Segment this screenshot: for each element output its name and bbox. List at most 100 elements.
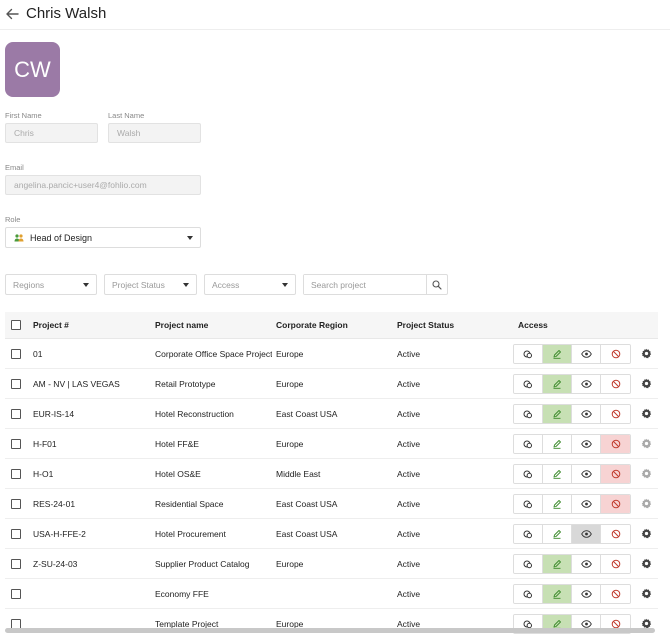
project-name: Residential Space [155, 498, 224, 509]
edit-access-button[interactable] [543, 465, 572, 483]
project-status-filter[interactable]: Project Status [104, 274, 197, 295]
access-toggle-group [513, 434, 631, 454]
copy-access-button[interactable] [514, 345, 543, 363]
edit-access-button[interactable] [543, 495, 572, 513]
back-arrow-icon[interactable] [4, 6, 20, 22]
view-access-button[interactable] [572, 585, 601, 603]
horizontal-scrollbar[interactable] [5, 628, 655, 633]
last-name-field[interactable]: Walsh [108, 123, 201, 143]
no-access-button[interactable] [601, 345, 630, 363]
edit-access-button[interactable] [543, 345, 572, 363]
project-number: 01 [33, 348, 43, 359]
gear-icon[interactable] [641, 378, 652, 389]
column-header-project-number[interactable]: Project # [33, 320, 69, 330]
project-name: Hotel OS&E [155, 468, 201, 479]
copy-access-button[interactable] [514, 525, 543, 543]
block-icon [611, 349, 620, 359]
copy-icon [523, 470, 533, 479]
select-all-checkbox[interactable] [11, 320, 21, 330]
chevron-down-icon [282, 283, 288, 287]
corporate-region: Middle East [276, 468, 321, 479]
row-checkbox[interactable] [11, 438, 21, 449]
corporate-region [276, 579, 394, 608]
gear-icon[interactable] [641, 618, 652, 629]
access-filter[interactable]: Access [204, 274, 296, 295]
corporate-region: East Coast USA [276, 528, 338, 539]
edit-access-button[interactable] [543, 525, 572, 543]
edit-access-button[interactable] [543, 555, 572, 573]
copy-access-button[interactable] [514, 495, 543, 513]
view-access-button[interactable] [572, 465, 601, 483]
row-checkbox[interactable] [11, 408, 21, 419]
no-access-button[interactable] [601, 495, 630, 513]
column-header-corporate-region[interactable]: Corporate Region [276, 320, 348, 330]
column-header-project-name[interactable]: Project name [155, 320, 209, 330]
view-access-button[interactable] [572, 405, 601, 423]
block-icon [611, 379, 620, 389]
view-access-button[interactable] [572, 345, 601, 363]
edit-access-button[interactable] [543, 585, 572, 603]
access-toggle-group [513, 374, 631, 394]
corporate-region: Europe [276, 378, 304, 389]
corporate-region: Europe [276, 438, 304, 449]
role-label: Role [5, 215, 21, 224]
edit-access-button[interactable] [543, 435, 572, 453]
row-checkbox[interactable] [11, 528, 21, 539]
row-checkbox[interactable] [11, 468, 21, 479]
pencil-icon [553, 560, 561, 569]
view-access-button[interactable] [572, 375, 601, 393]
copy-access-button[interactable] [514, 375, 543, 393]
row-checkbox[interactable] [11, 378, 21, 389]
regions-filter[interactable]: Regions [5, 274, 97, 295]
project-name: Retail Prototype [155, 378, 216, 389]
access-toggle-group [513, 524, 631, 544]
search-input[interactable] [304, 275, 426, 294]
view-access-button[interactable] [572, 555, 601, 573]
first-name-field[interactable]: Chris [5, 123, 98, 143]
edit-access-button[interactable] [543, 405, 572, 423]
gear-icon[interactable] [641, 408, 652, 419]
view-access-button[interactable] [572, 525, 601, 543]
search-button[interactable] [426, 275, 447, 294]
gear-icon[interactable] [641, 348, 652, 359]
pencil-icon [553, 350, 561, 359]
no-access-button[interactable] [601, 435, 630, 453]
no-access-button[interactable] [601, 525, 630, 543]
view-access-button[interactable] [572, 435, 601, 453]
block-icon [611, 499, 620, 509]
view-access-button[interactable] [572, 495, 601, 513]
gear-icon[interactable] [641, 558, 652, 569]
pencil-icon [553, 410, 561, 419]
row-checkbox[interactable] [11, 618, 21, 629]
gear-icon[interactable] [641, 498, 652, 509]
email-field[interactable]: angelina.pancic+user4@fohlio.com [5, 175, 201, 195]
row-checkbox[interactable] [11, 588, 21, 599]
column-header-access: Access [518, 320, 548, 330]
no-access-button[interactable] [601, 465, 630, 483]
copy-access-button[interactable] [514, 465, 543, 483]
gear-icon[interactable] [641, 588, 652, 599]
no-access-button[interactable] [601, 585, 630, 603]
no-access-button[interactable] [601, 375, 630, 393]
block-icon [611, 619, 620, 629]
column-header-project-status[interactable]: Project Status [397, 320, 455, 330]
edit-access-button[interactable] [543, 375, 572, 393]
copy-access-button[interactable] [514, 555, 543, 573]
gear-icon[interactable] [641, 438, 652, 449]
gear-icon[interactable] [641, 468, 652, 479]
block-icon [611, 589, 620, 599]
row-checkbox[interactable] [11, 558, 21, 569]
corporate-region: Europe [276, 348, 304, 359]
eye-icon [580, 590, 592, 598]
row-checkbox[interactable] [11, 498, 21, 509]
copy-access-button[interactable] [514, 435, 543, 453]
chevron-down-icon [187, 236, 193, 240]
row-checkbox[interactable] [11, 348, 21, 359]
copy-access-button[interactable] [514, 405, 543, 423]
no-access-button[interactable] [601, 405, 630, 423]
last-name-label: Last Name [108, 111, 145, 120]
gear-icon[interactable] [641, 528, 652, 539]
role-select[interactable]: Head of Design [5, 227, 201, 248]
copy-access-button[interactable] [514, 585, 543, 603]
no-access-button[interactable] [601, 555, 630, 573]
